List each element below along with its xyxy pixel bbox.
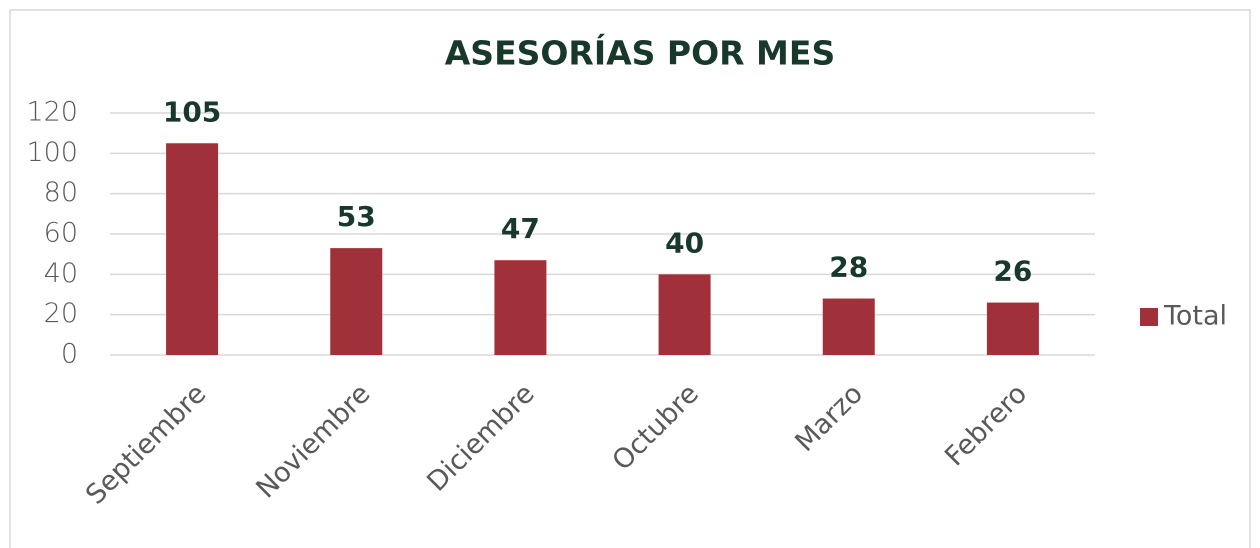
bar	[986, 302, 1039, 355]
data-label: 28	[829, 251, 868, 284]
bar	[330, 248, 383, 355]
data-label: 105	[163, 95, 221, 128]
data-label: 53	[337, 200, 376, 233]
bar	[494, 260, 547, 355]
bar	[822, 298, 875, 355]
legend-label: Total	[1163, 301, 1227, 332]
data-label: 47	[501, 212, 540, 245]
bar	[166, 143, 219, 355]
y-tick-label: 80	[44, 177, 78, 208]
y-tick-label: 20	[44, 298, 78, 329]
y-tick-label: 40	[44, 258, 78, 289]
y-tick-label: 100	[26, 137, 78, 168]
data-label: 40	[665, 226, 704, 259]
bar	[658, 274, 711, 355]
data-label: 26	[993, 255, 1032, 288]
y-tick-label: 0	[61, 339, 78, 370]
y-tick-label: 120	[26, 97, 78, 128]
chart-title: ASESORÍAS POR MES	[445, 33, 835, 73]
legend-swatch	[1140, 308, 1158, 326]
y-tick-label: 60	[44, 218, 78, 249]
